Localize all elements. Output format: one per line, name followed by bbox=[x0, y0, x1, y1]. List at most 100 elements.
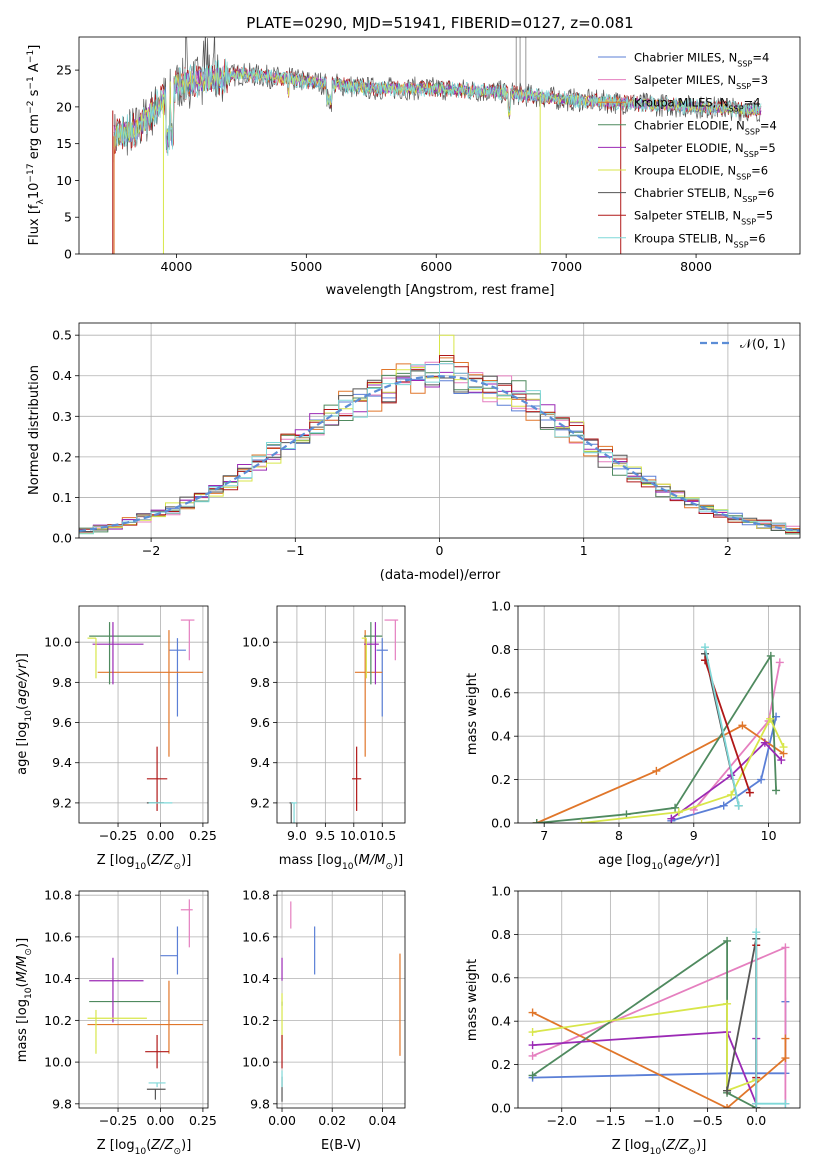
y-tick-label: 9.2 bbox=[250, 795, 270, 810]
y-tick-label: 9.2 bbox=[52, 795, 72, 810]
y-tick-label: 0.4 bbox=[52, 368, 72, 383]
x-tick-label: 8 bbox=[615, 828, 623, 843]
series-line bbox=[532, 940, 757, 1108]
y-tick-label: 0.2 bbox=[52, 449, 72, 464]
massweight_vs_Z-axes: −2.0 −1.5 −1.0 −0.5 0.0 0.0 0.2 0.4 0.6 0.8 1.0 Z [… bbox=[465, 884, 801, 1157]
y-tick-label: 25 bbox=[56, 63, 72, 78]
series-marker bbox=[781, 1034, 790, 1043]
errorbar-kroupa-elodie bbox=[87, 1009, 147, 1054]
errorbar-chabrier-elodie bbox=[89, 622, 161, 685]
series-marker bbox=[738, 721, 747, 730]
errorbar-chabrier-miles bbox=[160, 926, 179, 975]
massweight_vs_age-axes: 7 8 9 10 0.0 0.2 0.4 0.6 0.8 1.0 age [log10(age/yr… bbox=[465, 599, 801, 872]
figure-title: PLATE=0290, MJD=51941, FIBERID=0127, z=0… bbox=[246, 14, 633, 32]
y-tick-label: 1.0 bbox=[491, 599, 511, 614]
y-tick-label: 0.0 bbox=[491, 816, 511, 831]
series-line bbox=[536, 655, 777, 823]
series-marker bbox=[528, 1051, 537, 1060]
y-tick-label: 10.0 bbox=[44, 635, 72, 650]
x-tick-label: −0.25 bbox=[99, 1113, 137, 1128]
series-marker bbox=[528, 1028, 537, 1037]
series-kroupa-elodie bbox=[528, 999, 761, 1095]
x-tick-label: 0.25 bbox=[189, 1113, 217, 1128]
legend-label: Chabrier ELODIE, NSSP=4 bbox=[634, 118, 777, 136]
y-tick-label: 0.6 bbox=[491, 970, 511, 985]
y-tick-label: 10.6 bbox=[242, 929, 270, 944]
series-kroupa-miles bbox=[532, 721, 788, 823]
spectrum-frame bbox=[78, 36, 801, 255]
series-marker bbox=[779, 743, 788, 752]
x-tick-label: 8000 bbox=[680, 259, 712, 274]
y-tick-label: 1.0 bbox=[491, 884, 511, 899]
series-marker bbox=[674, 808, 683, 817]
series-salpeter-elodie bbox=[667, 738, 786, 823]
mass_vs_EBV-plot bbox=[281, 901, 401, 1102]
series-marker bbox=[752, 1099, 761, 1108]
legend-label: Chabrier STELIB, NSSP=6 bbox=[634, 186, 774, 204]
mass_vs_Z-axes: −0.25 0.00 0.25 9.8 10.0 10.2 10.4 10.6 10.8 Z [l… bbox=[15, 888, 217, 1157]
y-tick-label: 0.8 bbox=[491, 642, 511, 657]
x-tick-label: 6000 bbox=[420, 259, 452, 274]
errorbar-kroupa-miles bbox=[97, 630, 203, 757]
y-tick-label: 0.0 bbox=[491, 1101, 511, 1116]
y-tick-label: 9.8 bbox=[250, 675, 270, 690]
x-tick-label: 0.04 bbox=[368, 1113, 396, 1128]
mass_vs_EBV-frame bbox=[276, 890, 406, 1109]
series-marker bbox=[777, 756, 786, 765]
x-tick-label: 0.25 bbox=[189, 828, 217, 843]
y-tick-label: 0.1 bbox=[52, 490, 72, 505]
series-marker bbox=[723, 999, 732, 1008]
legend-label: Chabrier MILES, NSSP=4 bbox=[634, 51, 769, 69]
errorbar-chabrier-miles bbox=[376, 638, 388, 717]
y-tick-label: 9.8 bbox=[52, 1096, 72, 1111]
legend-label: Kroupa MILES, NSSP=4 bbox=[634, 96, 761, 114]
spectrum-axes: 4000 5000 6000 7000 8000 0 5 10 15 20 25 wavelength… bbox=[26, 36, 801, 298]
spectrum-plot bbox=[112, 37, 762, 254]
x-tick-label: 1 bbox=[580, 543, 588, 558]
errorbar-salpeter-miles bbox=[180, 899, 193, 948]
y-tick-label: 10.2 bbox=[44, 1013, 72, 1028]
y-tick-label: 15 bbox=[56, 136, 72, 151]
age_vs_mass-plot bbox=[289, 619, 399, 823]
spectrum-ylabel: Flux [fλ10−17 erg cm−2 s−1 A−1] bbox=[26, 45, 46, 246]
errorbar-kroupa-miles bbox=[87, 980, 203, 1054]
errorbar-salpeter-stelib bbox=[146, 746, 168, 811]
age-z-xlabel: Z [log10(Z/Z⊙)] bbox=[97, 853, 192, 872]
residuals-xlabel: (data-model)/error bbox=[380, 568, 501, 583]
series-marker bbox=[781, 943, 790, 952]
series-line bbox=[532, 1002, 757, 1092]
errorbar-kroupa-elodie bbox=[87, 637, 97, 679]
series-marker bbox=[775, 658, 784, 667]
series-line bbox=[671, 716, 777, 822]
residuals-plot bbox=[79, 334, 800, 535]
mw-z-xlabel: Z [log10(Z/Z⊙)] bbox=[612, 1138, 707, 1157]
massweight_vs_age-frame bbox=[517, 605, 801, 824]
series-marker bbox=[745, 788, 754, 797]
y-tick-label: 10.0 bbox=[242, 1055, 270, 1070]
x-tick-label: 0.00 bbox=[268, 1113, 296, 1128]
y-tick-label: 0.2 bbox=[491, 772, 511, 787]
series-marker bbox=[577, 819, 586, 823]
errorbar-kroupa-miles bbox=[354, 630, 383, 757]
series-marker bbox=[757, 775, 766, 784]
x-tick-label: −1.5 bbox=[595, 1113, 625, 1128]
series-marker bbox=[701, 643, 710, 652]
x-tick-label: 0.0 bbox=[746, 1113, 766, 1128]
y-tick-label: 10.8 bbox=[44, 888, 72, 903]
errorbar-kroupa-stelib bbox=[291, 802, 297, 823]
series-kroupa-stelib bbox=[752, 928, 790, 1108]
series-marker bbox=[781, 1099, 790, 1108]
mass_vs_Z-frame bbox=[78, 890, 209, 1109]
x-tick-label: 2 bbox=[724, 543, 732, 558]
series-marker bbox=[760, 738, 769, 747]
series-marker bbox=[532, 819, 541, 823]
age_vs_Z-frame bbox=[78, 605, 209, 824]
y-tick-label: 10.4 bbox=[44, 971, 72, 986]
y-tick-label: 0.3 bbox=[52, 409, 72, 424]
y-tick-label: 0.8 bbox=[491, 927, 511, 942]
series-marker bbox=[652, 766, 661, 775]
x-tick-label: 0.02 bbox=[318, 1113, 346, 1128]
legend-label: Salpeter STELIB, NSSP=5 bbox=[634, 209, 773, 227]
